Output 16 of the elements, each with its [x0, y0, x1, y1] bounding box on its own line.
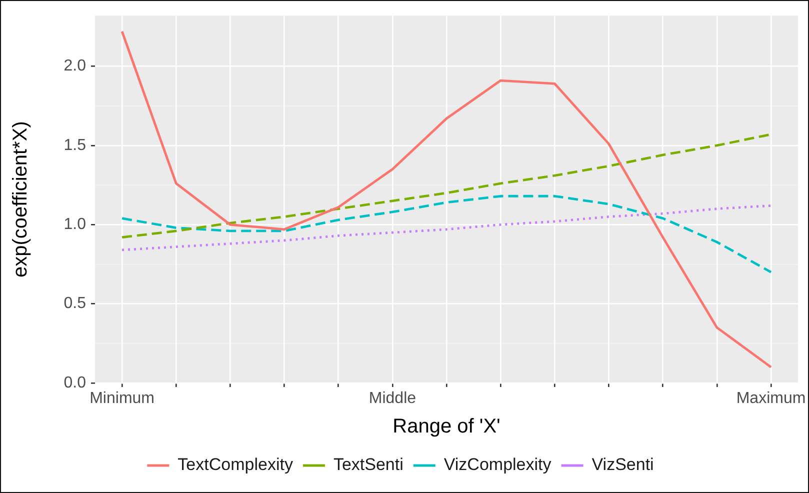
y-tick-label: 0.5 — [64, 295, 86, 312]
x-tick-label: Middle — [368, 390, 416, 408]
x-tick-label: Minimum — [90, 390, 154, 408]
x-axis-title: Range of 'X' — [392, 416, 500, 438]
y-tick-label: 1.5 — [64, 136, 86, 154]
legend-label: TextComplexity — [178, 455, 294, 474]
line-series — [120, 204, 772, 252]
y-tick-label: 1.0 — [64, 216, 86, 234]
y-axis-title: exp(coefficient*X) — [10, 121, 32, 278]
y-tick-label: 2.0 — [64, 58, 86, 75]
y-tick-label: 0.0 — [64, 374, 86, 392]
legend-label: VizComplexity — [444, 455, 552, 474]
x-tick-label: Maximum — [736, 390, 806, 408]
legend-label: VizSenti — [592, 455, 654, 474]
legend-label: TextSenti — [333, 455, 404, 474]
line-series — [120, 194, 772, 274]
